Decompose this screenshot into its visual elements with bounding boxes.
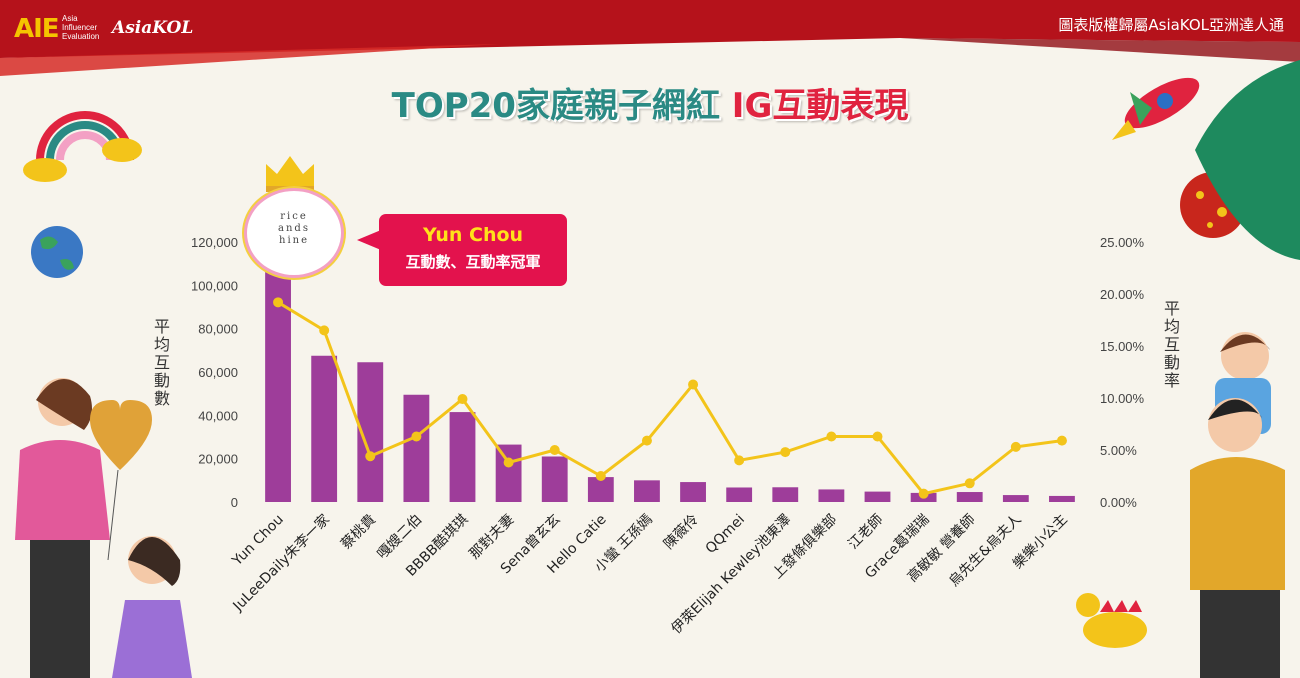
x-tick-label: 陳薇伶: [661, 512, 702, 553]
x-tick-label: QQmei: [703, 512, 748, 557]
y2-tick-label: 15.00%: [1100, 339, 1145, 354]
bar: [1002, 495, 1029, 502]
bar: [311, 355, 338, 502]
y-tick-label: 120,000: [191, 235, 238, 250]
aie-logo: AIE: [14, 14, 60, 44]
rate-point: [1010, 441, 1021, 452]
y-axis-label-left: 平均互動數: [151, 318, 170, 408]
y-tick-label: 0: [231, 495, 238, 510]
bar: [403, 394, 430, 502]
y-tick-label: 40,000: [198, 408, 238, 423]
father-son-figure: [1190, 332, 1285, 678]
rate-point: [595, 471, 606, 481]
rate-point: [872, 431, 883, 442]
bar: [864, 491, 891, 502]
bar: [956, 492, 983, 502]
bar: [1049, 495, 1075, 502]
bar: [587, 477, 614, 502]
rate-point: [688, 379, 699, 390]
aie-logo-subtitle: Asia Influencer Evaluation: [62, 14, 100, 41]
rate-point: [780, 447, 791, 458]
copyright-notice: 圖表版權歸屬AsiaKOL亞洲達人通: [1058, 16, 1284, 34]
daughter-figure: [112, 536, 192, 678]
x-tick-label: 江老師: [845, 512, 886, 553]
y2-tick-label: 25.00%: [1100, 235, 1145, 250]
rate-point: [411, 431, 422, 442]
bar: [818, 489, 845, 502]
page-title: TOP20家庭親子網紅 IG互動表現: [391, 86, 909, 126]
rainbow-icon: [23, 111, 142, 182]
rate-point: [1056, 435, 1067, 446]
rate-point: [365, 451, 376, 462]
y2-tick-label: 5.00%: [1100, 443, 1137, 458]
heart-balloon-icon: [90, 400, 152, 561]
bar: [680, 482, 706, 502]
callout-text: 互動數、互動率冠軍: [405, 253, 541, 271]
rate-point: [734, 455, 745, 466]
top-banner: AIE Asia Influencer Evaluation AsiaKOL 圖…: [0, 0, 1300, 76]
rate-line: [277, 301, 1063, 496]
rate-point: [549, 445, 560, 455]
bar: [726, 487, 753, 502]
earth-icon: [31, 226, 83, 278]
rate-point: [457, 394, 468, 405]
rate-point: [964, 478, 975, 489]
mother-figure: [15, 378, 110, 678]
y2-tick-label: 0.00%: [1100, 495, 1137, 510]
x-tick-label: 蔡桃貴: [338, 512, 379, 553]
bar: [495, 444, 522, 502]
rate-point: [918, 488, 929, 499]
y-tick-label: 60,000: [198, 365, 238, 380]
winner-callout: Yun Chou 互動數、互動率冠軍: [357, 214, 567, 286]
bar: [634, 480, 660, 502]
y-tick-label: 20,000: [198, 452, 238, 467]
y2-tick-label: 10.00%: [1100, 391, 1145, 406]
rate-point: [826, 431, 837, 442]
rate-point: [503, 457, 514, 468]
avatar: rice ands hine: [244, 188, 344, 278]
asiakol-logo: AsiaKOL: [112, 18, 194, 38]
bar: [449, 412, 476, 502]
y-axis-label-right: 平均互動率: [1161, 300, 1180, 390]
y-tick-label: 100,000: [191, 278, 238, 293]
rocket-icon: [1112, 77, 1200, 140]
dinosaur-icon: [1076, 593, 1147, 648]
rate-point: [641, 435, 652, 446]
callout-name: Yun Chou: [422, 224, 524, 246]
green-blob: [1195, 60, 1300, 260]
rate-point: [273, 297, 284, 308]
y2-tick-label: 20.00%: [1100, 287, 1145, 302]
bar: [541, 456, 568, 502]
y-tick-label: 80,000: [198, 322, 238, 337]
bar: [772, 487, 799, 502]
rate-point: [319, 325, 330, 336]
